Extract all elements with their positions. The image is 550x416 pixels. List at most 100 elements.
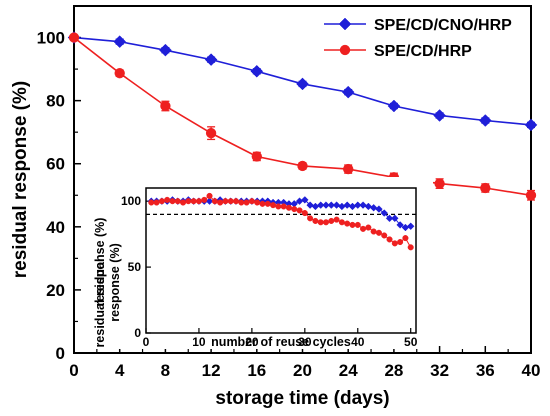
inset-data-point	[169, 198, 176, 205]
inset-x-tick-label: 0	[143, 335, 150, 349]
inset-y-axis-label-line: residual	[93, 259, 107, 307]
inset-data-point	[185, 198, 192, 205]
inset-data-point	[406, 222, 415, 230]
inset-data-point	[317, 219, 324, 226]
inset-y-tick-label: 0	[134, 326, 141, 340]
inset-data-point	[349, 221, 356, 228]
inset-chart: 0 10 20 30 40 50 0 50 100 number of reuse cycles r…	[88, 177, 433, 349]
inset-data-point	[248, 198, 255, 205]
inset-data-point	[343, 201, 351, 209]
inset-data-point	[254, 199, 261, 206]
inset-data-point	[285, 204, 292, 211]
legend-label: SPE/CD/CNO/HRP	[374, 17, 512, 34]
x-tick-label: 36	[476, 361, 495, 380]
inset-data-point	[291, 206, 298, 213]
inset-data-point	[354, 201, 362, 209]
x-tick-label: 16	[247, 361, 266, 380]
y-tick-label: 0	[56, 344, 65, 363]
inset-data-point	[375, 229, 382, 236]
inset-y-axis-label: residual response (%)	[93, 218, 107, 348]
inset-data-point	[327, 201, 336, 209]
inset-data-point	[217, 199, 224, 206]
data-point	[341, 85, 355, 99]
legend: SPE/CD/CNO/HRP SPE/CD/HRP	[324, 17, 512, 60]
data-point	[114, 68, 125, 79]
inset-data-point	[316, 201, 325, 209]
inset-data-point	[385, 214, 394, 223]
y-tick-label: 40	[46, 218, 65, 237]
inset-data-point	[369, 204, 378, 212]
inset-data-point	[301, 196, 309, 204]
y-tick-label: 100	[37, 29, 65, 48]
inset-data-point	[402, 235, 409, 242]
inset-data-point	[259, 200, 266, 207]
data-point	[343, 163, 354, 175]
inset-data-point	[296, 207, 303, 214]
x-axis-label: storage time (days)	[215, 388, 389, 409]
inset-data-point	[338, 219, 345, 226]
inset-data-point	[396, 221, 404, 229]
inset-data-point	[307, 215, 314, 222]
inset-data-point	[238, 199, 245, 206]
inset-data-point	[370, 228, 377, 235]
data-point	[251, 151, 262, 162]
legend-marker	[338, 17, 352, 31]
y-tick-label: 60	[46, 155, 65, 174]
inset-data-point	[407, 244, 414, 251]
data-point	[524, 118, 538, 132]
y-tick-label: 20	[46, 281, 65, 300]
inset-data-point	[227, 198, 234, 205]
inset-data-point	[232, 198, 240, 205]
x-tick-label: 40	[522, 361, 541, 380]
inset-data-point	[275, 203, 282, 210]
inset-data-point	[391, 240, 398, 247]
y-axis-label: residual response (%)	[10, 81, 31, 278]
inset-data-point	[386, 236, 393, 243]
inset-data-point	[381, 232, 388, 239]
inset-data-point	[158, 198, 165, 205]
legend-label: SPE/CD/HRP	[374, 43, 472, 60]
inset-data-point	[211, 198, 218, 205]
data-point	[159, 43, 172, 57]
inset-data-point	[391, 214, 399, 223]
x-tick-label: 24	[339, 361, 358, 380]
inset-data-point	[322, 201, 330, 209]
inset-data-point	[164, 196, 171, 203]
data-point	[296, 77, 309, 91]
inset-data-point	[354, 221, 361, 228]
inset-data-point	[359, 201, 367, 209]
inset-data-point	[375, 205, 383, 213]
inset-y-tick-label: 100	[121, 194, 141, 208]
x-tick-label: 4	[115, 361, 125, 380]
inset-data-point	[397, 239, 404, 246]
legend-marker	[339, 44, 351, 56]
inset-x-axis-label: number of reuse cycles	[211, 335, 351, 349]
inset-data-point	[180, 199, 187, 206]
inset-data-point	[280, 203, 287, 210]
inset-data-point	[206, 192, 213, 199]
x-tick-label: 8	[161, 361, 170, 380]
data-point	[113, 35, 127, 48]
inset-data-point	[264, 200, 271, 207]
inset-data-point	[148, 199, 155, 206]
data-point	[160, 100, 171, 112]
inset-data-point	[301, 210, 308, 217]
x-tick-label: 20	[293, 361, 312, 380]
inset-x-tick-label: 20	[245, 335, 259, 349]
inset-data-point	[306, 201, 314, 209]
x-tick-label: 28	[384, 361, 403, 380]
inset-data-point	[270, 202, 277, 209]
data-point	[297, 160, 308, 172]
data-point	[204, 53, 218, 66]
inset-data-point	[365, 224, 372, 231]
data-point	[433, 109, 446, 122]
inset-data-point	[222, 198, 229, 205]
x-tick-label: 32	[430, 361, 449, 380]
inset-data-point	[344, 220, 351, 227]
inset-data-point	[360, 225, 367, 232]
inset-data-point	[333, 216, 340, 223]
inset-data-point	[364, 202, 373, 211]
inset-data-point	[328, 217, 335, 224]
data-point	[250, 64, 264, 78]
